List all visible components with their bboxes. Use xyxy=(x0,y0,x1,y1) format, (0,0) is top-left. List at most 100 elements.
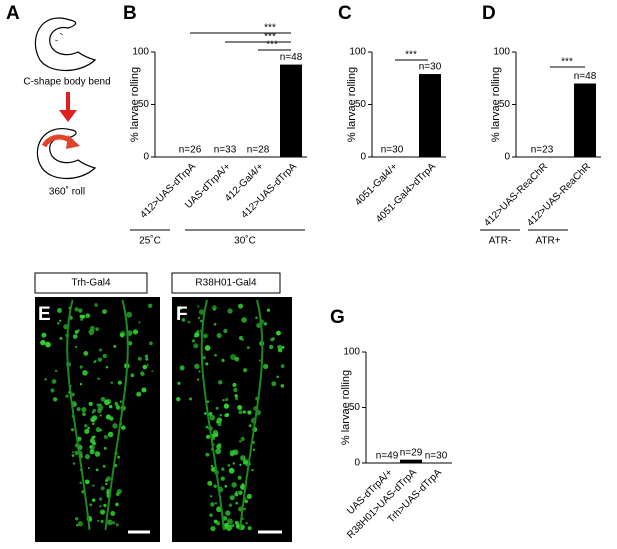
cell xyxy=(206,434,211,439)
panel-letter: A xyxy=(6,3,20,24)
image-title-box xyxy=(171,272,281,294)
red-arrow xyxy=(59,92,77,122)
y-tick-label: 100 xyxy=(349,47,366,58)
panel-letter: F xyxy=(176,304,188,325)
cell xyxy=(112,423,118,429)
cell xyxy=(224,484,228,488)
cell xyxy=(91,498,96,502)
cell xyxy=(277,344,283,350)
cell xyxy=(214,353,217,357)
cell xyxy=(205,452,210,457)
cell xyxy=(198,370,201,373)
cell xyxy=(57,322,60,325)
cell xyxy=(98,348,103,352)
cell xyxy=(99,505,102,508)
cell xyxy=(84,479,90,485)
cell xyxy=(137,356,142,361)
cell xyxy=(241,317,247,323)
cell xyxy=(176,397,181,402)
cell xyxy=(246,346,250,350)
significance-label: *** xyxy=(561,57,573,68)
cell xyxy=(106,476,111,482)
cell xyxy=(57,308,62,313)
cell xyxy=(71,454,75,457)
group-label: ATR- xyxy=(489,236,512,247)
cell xyxy=(149,341,153,346)
cell xyxy=(198,309,205,315)
cell xyxy=(113,344,117,348)
cell xyxy=(85,313,91,319)
cell xyxy=(231,523,235,528)
cell xyxy=(214,501,218,505)
cell xyxy=(231,482,237,488)
cell xyxy=(246,493,252,499)
sample-size: n=30 xyxy=(381,145,404,156)
cell xyxy=(276,375,280,379)
cell xyxy=(243,368,248,373)
cell xyxy=(239,463,242,466)
cell xyxy=(193,343,199,349)
cell xyxy=(234,394,238,398)
cell xyxy=(84,428,90,434)
cell xyxy=(115,523,119,527)
cell xyxy=(145,357,149,361)
cell xyxy=(81,407,87,413)
cell xyxy=(88,329,95,336)
cell xyxy=(89,503,93,507)
cell xyxy=(105,482,108,486)
sample-size: n=28 xyxy=(247,145,270,156)
cell xyxy=(72,462,76,465)
cell xyxy=(248,424,252,428)
cell xyxy=(127,341,133,346)
cell xyxy=(215,406,219,410)
group-label: 30˚C xyxy=(234,235,256,247)
significance-label: *** xyxy=(405,50,417,61)
sample-size: n=33 xyxy=(214,145,237,156)
cell xyxy=(205,425,209,429)
cell xyxy=(223,328,228,334)
cell xyxy=(244,499,248,504)
cell xyxy=(92,422,95,426)
cell xyxy=(72,334,78,339)
y-tick-label: 0 xyxy=(504,152,510,163)
cell xyxy=(187,320,191,324)
y-axis-label: % larvae rolling xyxy=(340,370,352,445)
cell xyxy=(179,365,185,371)
cell xyxy=(243,507,247,511)
significance-label: *** xyxy=(264,23,276,34)
cell xyxy=(209,502,215,507)
cell xyxy=(99,403,102,406)
cell xyxy=(238,335,244,341)
cell xyxy=(140,371,145,376)
cell xyxy=(89,325,95,331)
cell xyxy=(210,526,216,532)
cell xyxy=(213,484,217,488)
sample-size: n=30 xyxy=(419,62,442,73)
cell xyxy=(235,501,238,505)
cell xyxy=(216,333,222,339)
micrograph xyxy=(35,297,160,542)
cell xyxy=(70,428,75,432)
cell xyxy=(102,309,107,315)
panel-letter: D xyxy=(482,3,496,24)
cell xyxy=(220,476,225,481)
cell xyxy=(245,522,248,525)
cell xyxy=(242,458,249,465)
y-tick-label: 50 xyxy=(138,99,150,110)
cell xyxy=(92,408,97,413)
cell xyxy=(237,405,243,411)
cell xyxy=(212,305,217,311)
image-title: Trh-Gal4 xyxy=(71,278,111,289)
cell xyxy=(102,353,107,359)
cell xyxy=(207,480,213,487)
cell xyxy=(232,462,235,465)
cell xyxy=(225,510,231,516)
cell xyxy=(99,414,103,417)
cell xyxy=(40,339,46,346)
cell xyxy=(146,363,149,367)
cell xyxy=(269,344,274,350)
panel-letter: E xyxy=(38,304,51,325)
cell xyxy=(103,446,107,450)
micrograph-signal xyxy=(40,299,285,532)
cell xyxy=(276,330,281,336)
